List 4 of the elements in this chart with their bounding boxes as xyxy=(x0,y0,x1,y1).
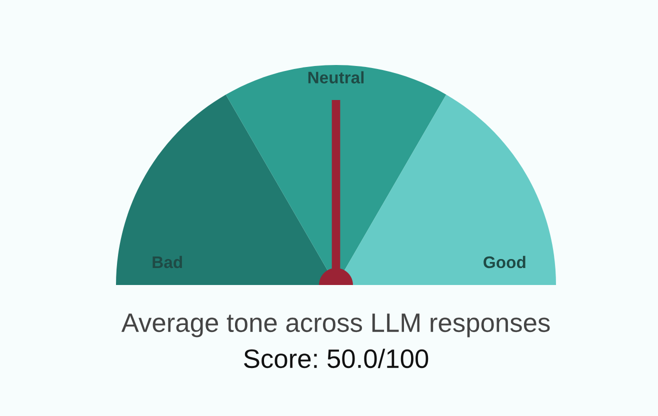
slice-label: Neutral xyxy=(308,71,364,84)
text: Score: 50.0/100 xyxy=(244,348,428,368)
slice-label: Good xyxy=(484,256,526,268)
text: Average tone across LLM responses xyxy=(121,314,550,338)
